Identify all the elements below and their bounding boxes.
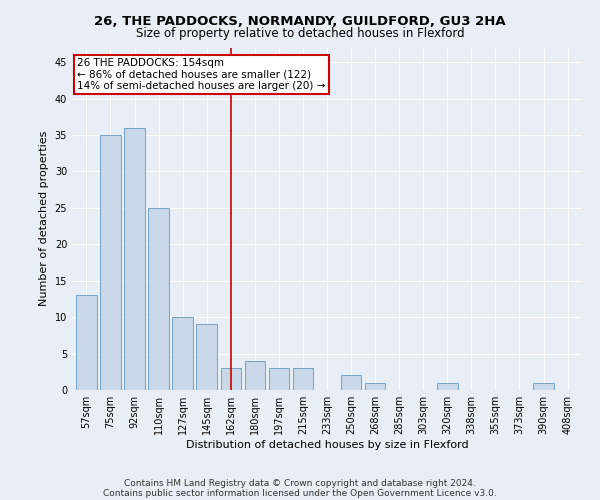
Bar [365, 382, 385, 390]
Text: Contains public sector information licensed under the Open Government Licence v3: Contains public sector information licen… [103, 488, 497, 498]
Text: Contains HM Land Registry data © Crown copyright and database right 2024.: Contains HM Land Registry data © Crown c… [124, 478, 476, 488]
Bar [148, 208, 169, 390]
Bar [269, 368, 289, 390]
Text: 26 THE PADDOCKS: 154sqm
← 86% of detached houses are smaller (122)
14% of semi-d: 26 THE PADDOCKS: 154sqm ← 86% of detache… [77, 58, 325, 91]
Bar [100, 135, 121, 390]
Bar [172, 317, 193, 390]
Bar [196, 324, 217, 390]
Bar [76, 296, 97, 390]
Bar [437, 382, 458, 390]
Text: Size of property relative to detached houses in Flexford: Size of property relative to detached ho… [136, 28, 464, 40]
Bar [341, 376, 361, 390]
X-axis label: Distribution of detached houses by size in Flexford: Distribution of detached houses by size … [185, 440, 469, 450]
Y-axis label: Number of detached properties: Number of detached properties [39, 131, 49, 306]
Bar [245, 361, 265, 390]
Text: 26, THE PADDOCKS, NORMANDY, GUILDFORD, GU3 2HA: 26, THE PADDOCKS, NORMANDY, GUILDFORD, G… [94, 15, 506, 28]
Bar [124, 128, 145, 390]
Bar [221, 368, 241, 390]
Bar [293, 368, 313, 390]
Bar [533, 382, 554, 390]
